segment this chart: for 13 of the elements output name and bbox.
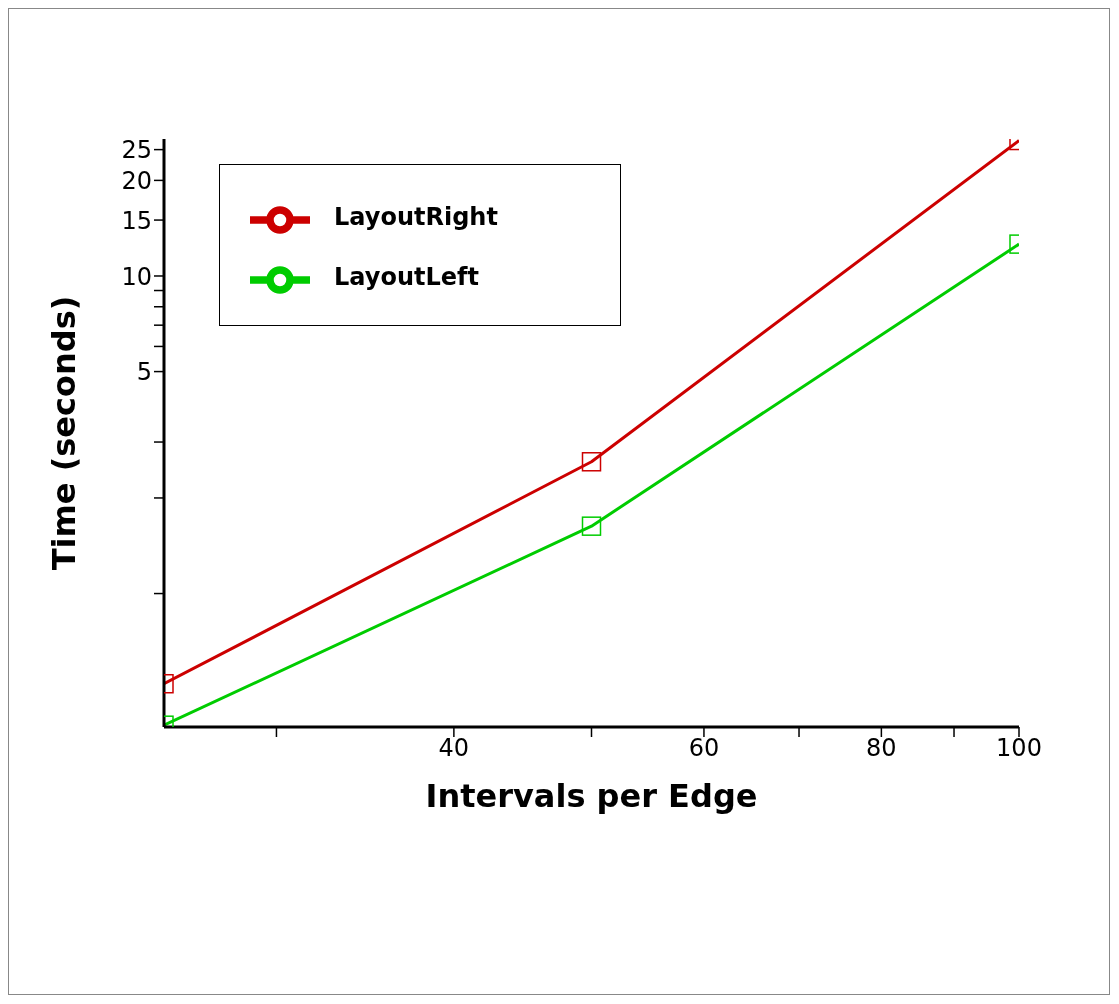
x-axis-title: Intervals per Edge bbox=[425, 777, 758, 815]
legend-label: LayoutLeft bbox=[334, 262, 479, 291]
x-tick-label: 100 bbox=[996, 734, 1042, 763]
y-tick-label: 10 bbox=[121, 262, 152, 291]
y-tick-label: 20 bbox=[121, 166, 152, 195]
y-tick-label: 15 bbox=[121, 206, 152, 235]
y-axis-title: Time (seconds) bbox=[45, 295, 84, 571]
x-tick-label: 40 bbox=[438, 734, 470, 763]
y-tick-label: 25 bbox=[121, 136, 152, 165]
x-tick-label: 60 bbox=[688, 734, 720, 763]
legend-label: LayoutRight bbox=[334, 202, 498, 231]
y-tick-label: 5 bbox=[136, 358, 152, 387]
x-tick-label: 80 bbox=[866, 734, 897, 763]
